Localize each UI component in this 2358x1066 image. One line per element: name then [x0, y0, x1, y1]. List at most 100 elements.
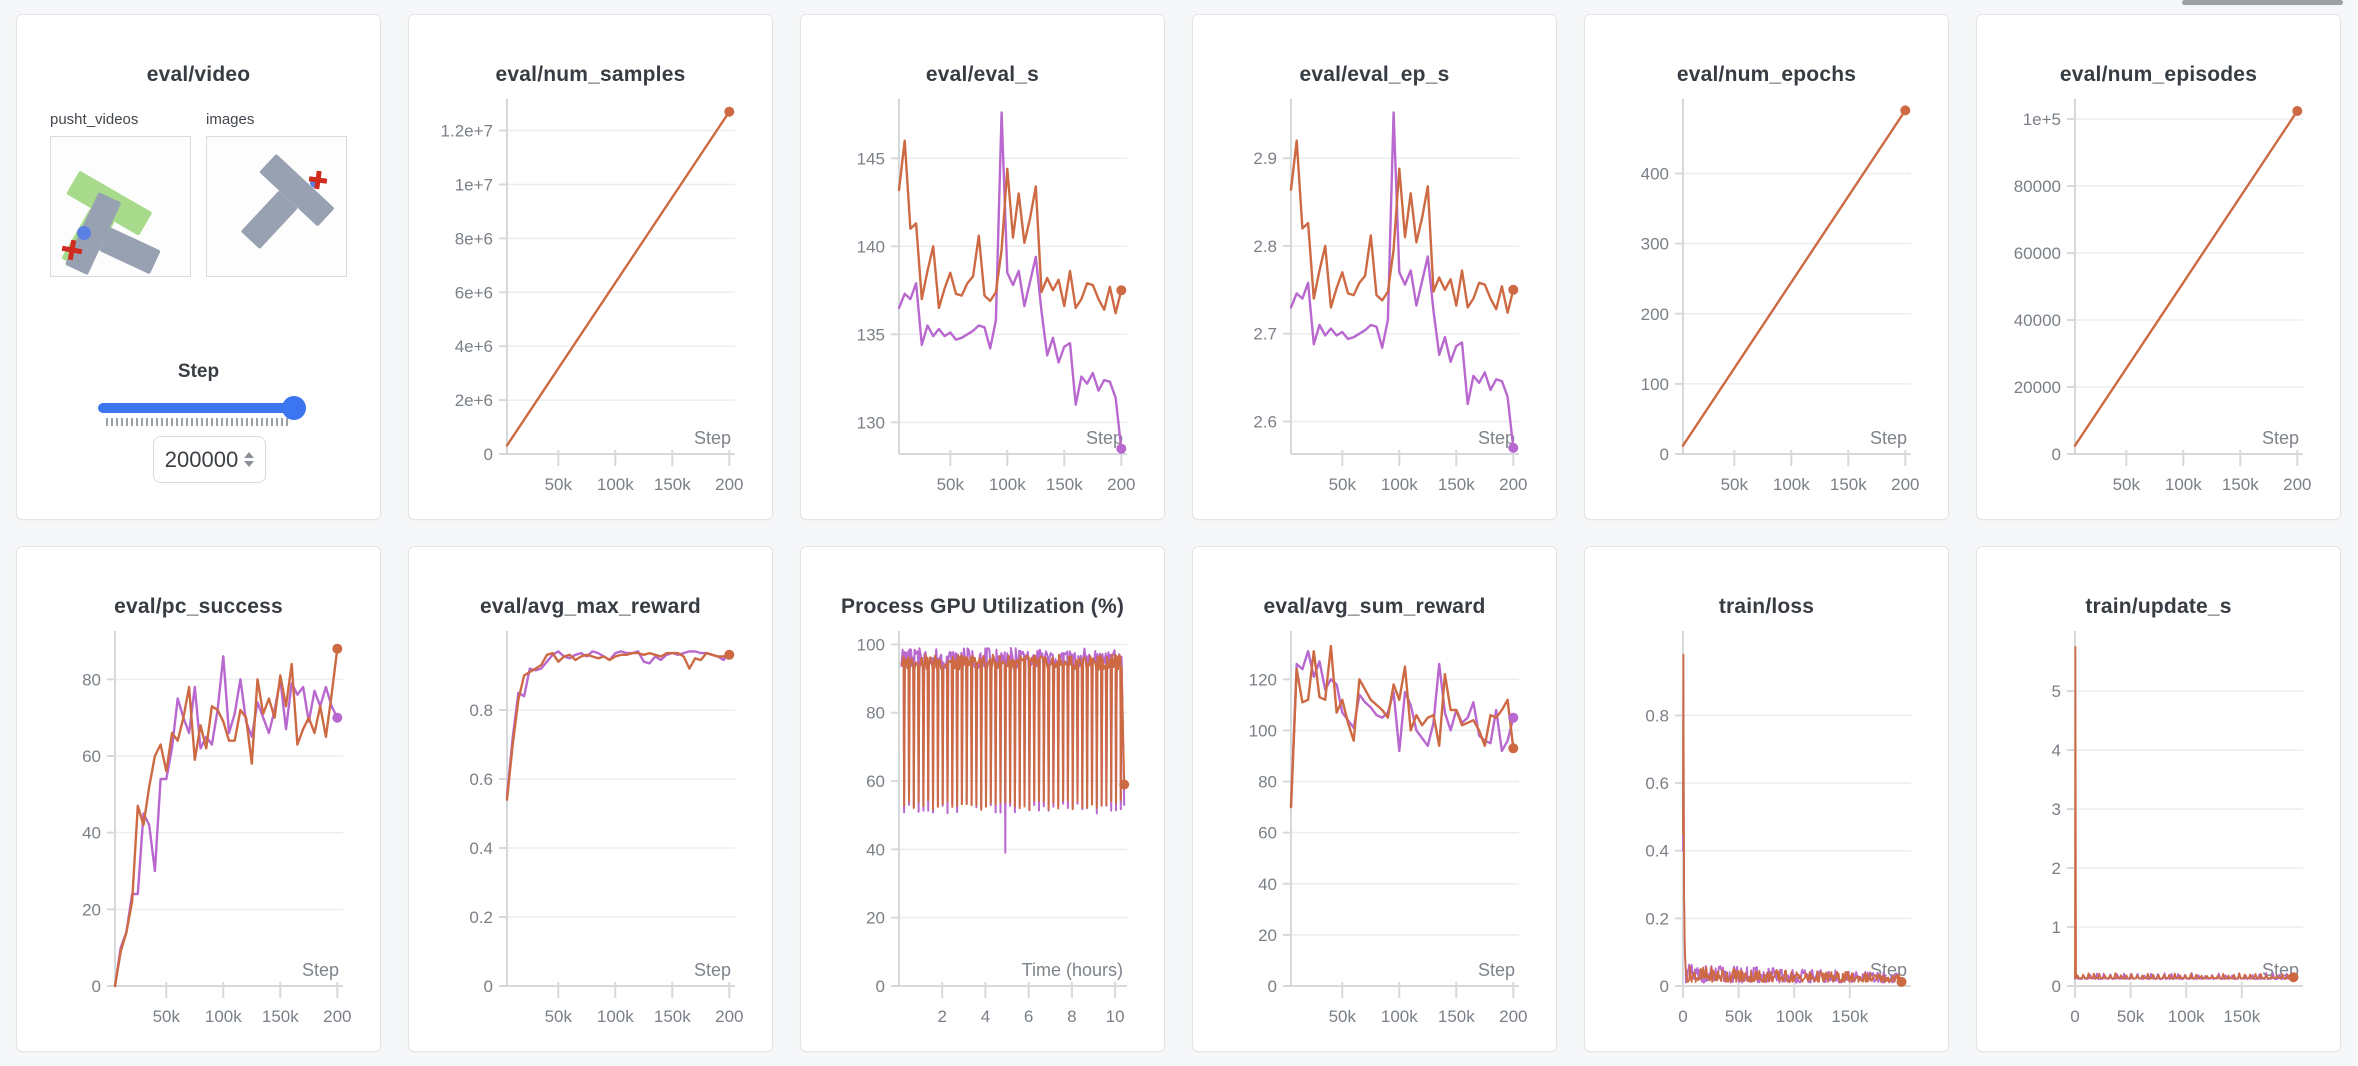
svg-text:0: 0: [2052, 445, 2061, 464]
chart-eval-num-epochs[interactable]: 0 100 200 300 400 50k 100k 150k 200 Step: [1585, 15, 1950, 521]
chart-eval-avg-max-reward[interactable]: 0 0.2 0.4 0.6 0.8 50k 100k 150k 200 Step: [409, 547, 774, 1053]
target-cross: [308, 170, 328, 190]
svg-text:1: 1: [2052, 918, 2061, 937]
svg-text:0: 0: [92, 977, 101, 996]
svg-text:100: 100: [1641, 375, 1669, 394]
svg-text:6: 6: [1024, 1007, 1033, 1026]
chart-eval-avg-sum-reward[interactable]: 0 20 40 60 80 100 120 50k 100k 150k 200 Step: [1193, 547, 1558, 1053]
svg-text:60: 60: [82, 747, 101, 766]
svg-text:0: 0: [1678, 1007, 1687, 1026]
svg-text:200: 200: [1499, 475, 1527, 494]
agent-dot: [77, 226, 91, 240]
svg-text:0: 0: [1660, 445, 1669, 464]
step-slider-thumb[interactable]: [282, 396, 306, 420]
svg-text:120: 120: [1249, 670, 1277, 689]
svg-text:40: 40: [866, 840, 885, 859]
images-scene-image: [241, 154, 334, 249]
chart-eval-pc-success[interactable]: 0 20 40 60 80 50k 100k 150k 200 Step: [17, 547, 382, 1053]
step-slider[interactable]: [98, 396, 306, 420]
svg-text:Step: Step: [694, 428, 731, 448]
svg-text:50k: 50k: [1721, 475, 1749, 494]
svg-text:50k: 50k: [1725, 1007, 1753, 1026]
scrollbar-thumb[interactable]: [2182, 0, 2343, 5]
svg-text:300: 300: [1641, 235, 1669, 254]
svg-text:8: 8: [1067, 1007, 1076, 1026]
svg-text:8e+6: 8e+6: [455, 229, 493, 248]
svg-text:20: 20: [866, 909, 885, 928]
chart-title: eval/avg_max_reward: [480, 595, 701, 618]
pusht-scene-image: [61, 171, 161, 275]
svg-text:100k: 100k: [2165, 475, 2202, 494]
svg-text:200: 200: [715, 1007, 743, 1026]
svg-text:6e+6: 6e+6: [455, 283, 493, 302]
svg-text:100: 100: [857, 635, 885, 654]
chart-title: eval/num_episodes: [2059, 63, 2258, 86]
step-input-spinner[interactable]: [244, 452, 255, 467]
svg-text:400: 400: [1641, 165, 1669, 184]
svg-text:200: 200: [323, 1007, 351, 1026]
step-slider-heading: Step: [177, 361, 220, 382]
chart-eval-eval-s[interactable]: 130 135 140 145 50k 100k 150k 200 Step: [801, 15, 1166, 521]
svg-text:50k: 50k: [937, 475, 965, 494]
svg-text:80: 80: [82, 670, 101, 689]
svg-text:0.2: 0.2: [469, 908, 493, 927]
chart-process-gpu-utilization[interactable]: 0 20 40 60 80 100 2 4 6 8 10 Time (hours): [801, 547, 1166, 1053]
spinner-up-icon[interactable]: [244, 452, 255, 458]
svg-text:150k: 150k: [1046, 475, 1083, 494]
svg-text:100k: 100k: [2168, 1007, 2205, 1026]
svg-text:100: 100: [1249, 721, 1277, 740]
chart-title: eval/eval_s: [925, 63, 1040, 86]
svg-text:0.4: 0.4: [1645, 842, 1669, 861]
svg-text:4: 4: [981, 1007, 990, 1026]
svg-text:4e+6: 4e+6: [455, 337, 493, 356]
target-cross: [61, 239, 83, 261]
svg-text:50k: 50k: [153, 1007, 181, 1026]
chart-eval-num-samples[interactable]: 0 2e+6 4e+6 6e+6 8e+6 1e+7 1.2e+7 50k 100k 150k 20…: [409, 15, 774, 521]
step-input[interactable]: 200000: [153, 436, 266, 483]
svg-text:100k: 100k: [1773, 475, 1810, 494]
media-thumbnail-pusht-videos[interactable]: [50, 136, 191, 277]
panel-eval-video: eval/video pusht_videos images: [16, 14, 381, 520]
svg-text:0: 0: [2052, 977, 2061, 996]
svg-text:80000: 80000: [2014, 177, 2061, 196]
svg-text:0: 0: [1268, 977, 1277, 996]
svg-text:20: 20: [1258, 926, 1277, 945]
chart-eval-num-episodes[interactable]: 0 20000 40000 60000 80000 1e+5 50k 100k 150k 200 S…: [1977, 15, 2342, 521]
svg-text:10: 10: [1106, 1007, 1125, 1026]
svg-text:20: 20: [82, 900, 101, 919]
svg-text:100k: 100k: [989, 475, 1026, 494]
spinner-down-icon[interactable]: [244, 461, 255, 467]
svg-text:2.7: 2.7: [1253, 325, 1277, 344]
svg-text:Step: Step: [1478, 960, 1515, 980]
svg-text:200: 200: [1891, 475, 1919, 494]
svg-text:145: 145: [857, 149, 885, 168]
panel-eval-eval-ep-s: eval/eval_ep_s 2.6 2.7 2.8 2.9 50k 100k 150k 20…: [1192, 14, 1557, 520]
svg-text:4: 4: [2052, 741, 2061, 760]
panel-process-gpu-utilization: Process GPU Utilization (%) 0 20 40 60 80 100…: [800, 546, 1165, 1052]
media-thumbnail-images[interactable]: [206, 136, 347, 277]
svg-text:150k: 150k: [2222, 475, 2259, 494]
svg-text:60000: 60000: [2014, 244, 2061, 263]
panel-eval-avg-max-reward: eval/avg_max_reward 0 0.2 0.4 0.6 0.8 50k 100k…: [408, 546, 773, 1052]
panel-eval-num-episodes: eval/num_episodes 0 20000 40000 60000 80000 1…: [1976, 14, 2341, 520]
svg-text:20000: 20000: [2014, 378, 2061, 397]
panel-eval-num-epochs: eval/num_epochs 0 100 200 300 400 50k 100k 150k…: [1584, 14, 1949, 520]
chart-title: train/update_s: [2085, 595, 2232, 618]
svg-text:Time (hours): Time (hours): [1022, 960, 1123, 980]
svg-text:50k: 50k: [2117, 1007, 2145, 1026]
chart-eval-eval-ep-s[interactable]: 2.6 2.7 2.8 2.9 50k 100k 150k 200 Step: [1193, 15, 1558, 521]
svg-text:150k: 150k: [1831, 1007, 1868, 1026]
panel-train-loss: train/loss 0 0.2 0.4 0.6 0.8 0 50k 100k 150k Step: [1584, 546, 1949, 1052]
svg-text:200: 200: [715, 475, 743, 494]
video-panel-title: eval/video: [146, 63, 251, 86]
svg-text:Step: Step: [1478, 428, 1515, 448]
svg-text:2.8: 2.8: [1253, 237, 1277, 256]
svg-text:2: 2: [937, 1007, 946, 1026]
svg-text:0.4: 0.4: [469, 839, 493, 858]
svg-text:50k: 50k: [1329, 1007, 1357, 1026]
panel-eval-eval-s: eval/eval_s 130 135 140 145 50k 100k 150k 200 St…: [800, 14, 1165, 520]
panel-eval-pc-success: eval/pc_success 0 20 40 60 80 50k 100k 150k 200 S…: [16, 546, 381, 1052]
svg-text:0: 0: [876, 977, 885, 996]
